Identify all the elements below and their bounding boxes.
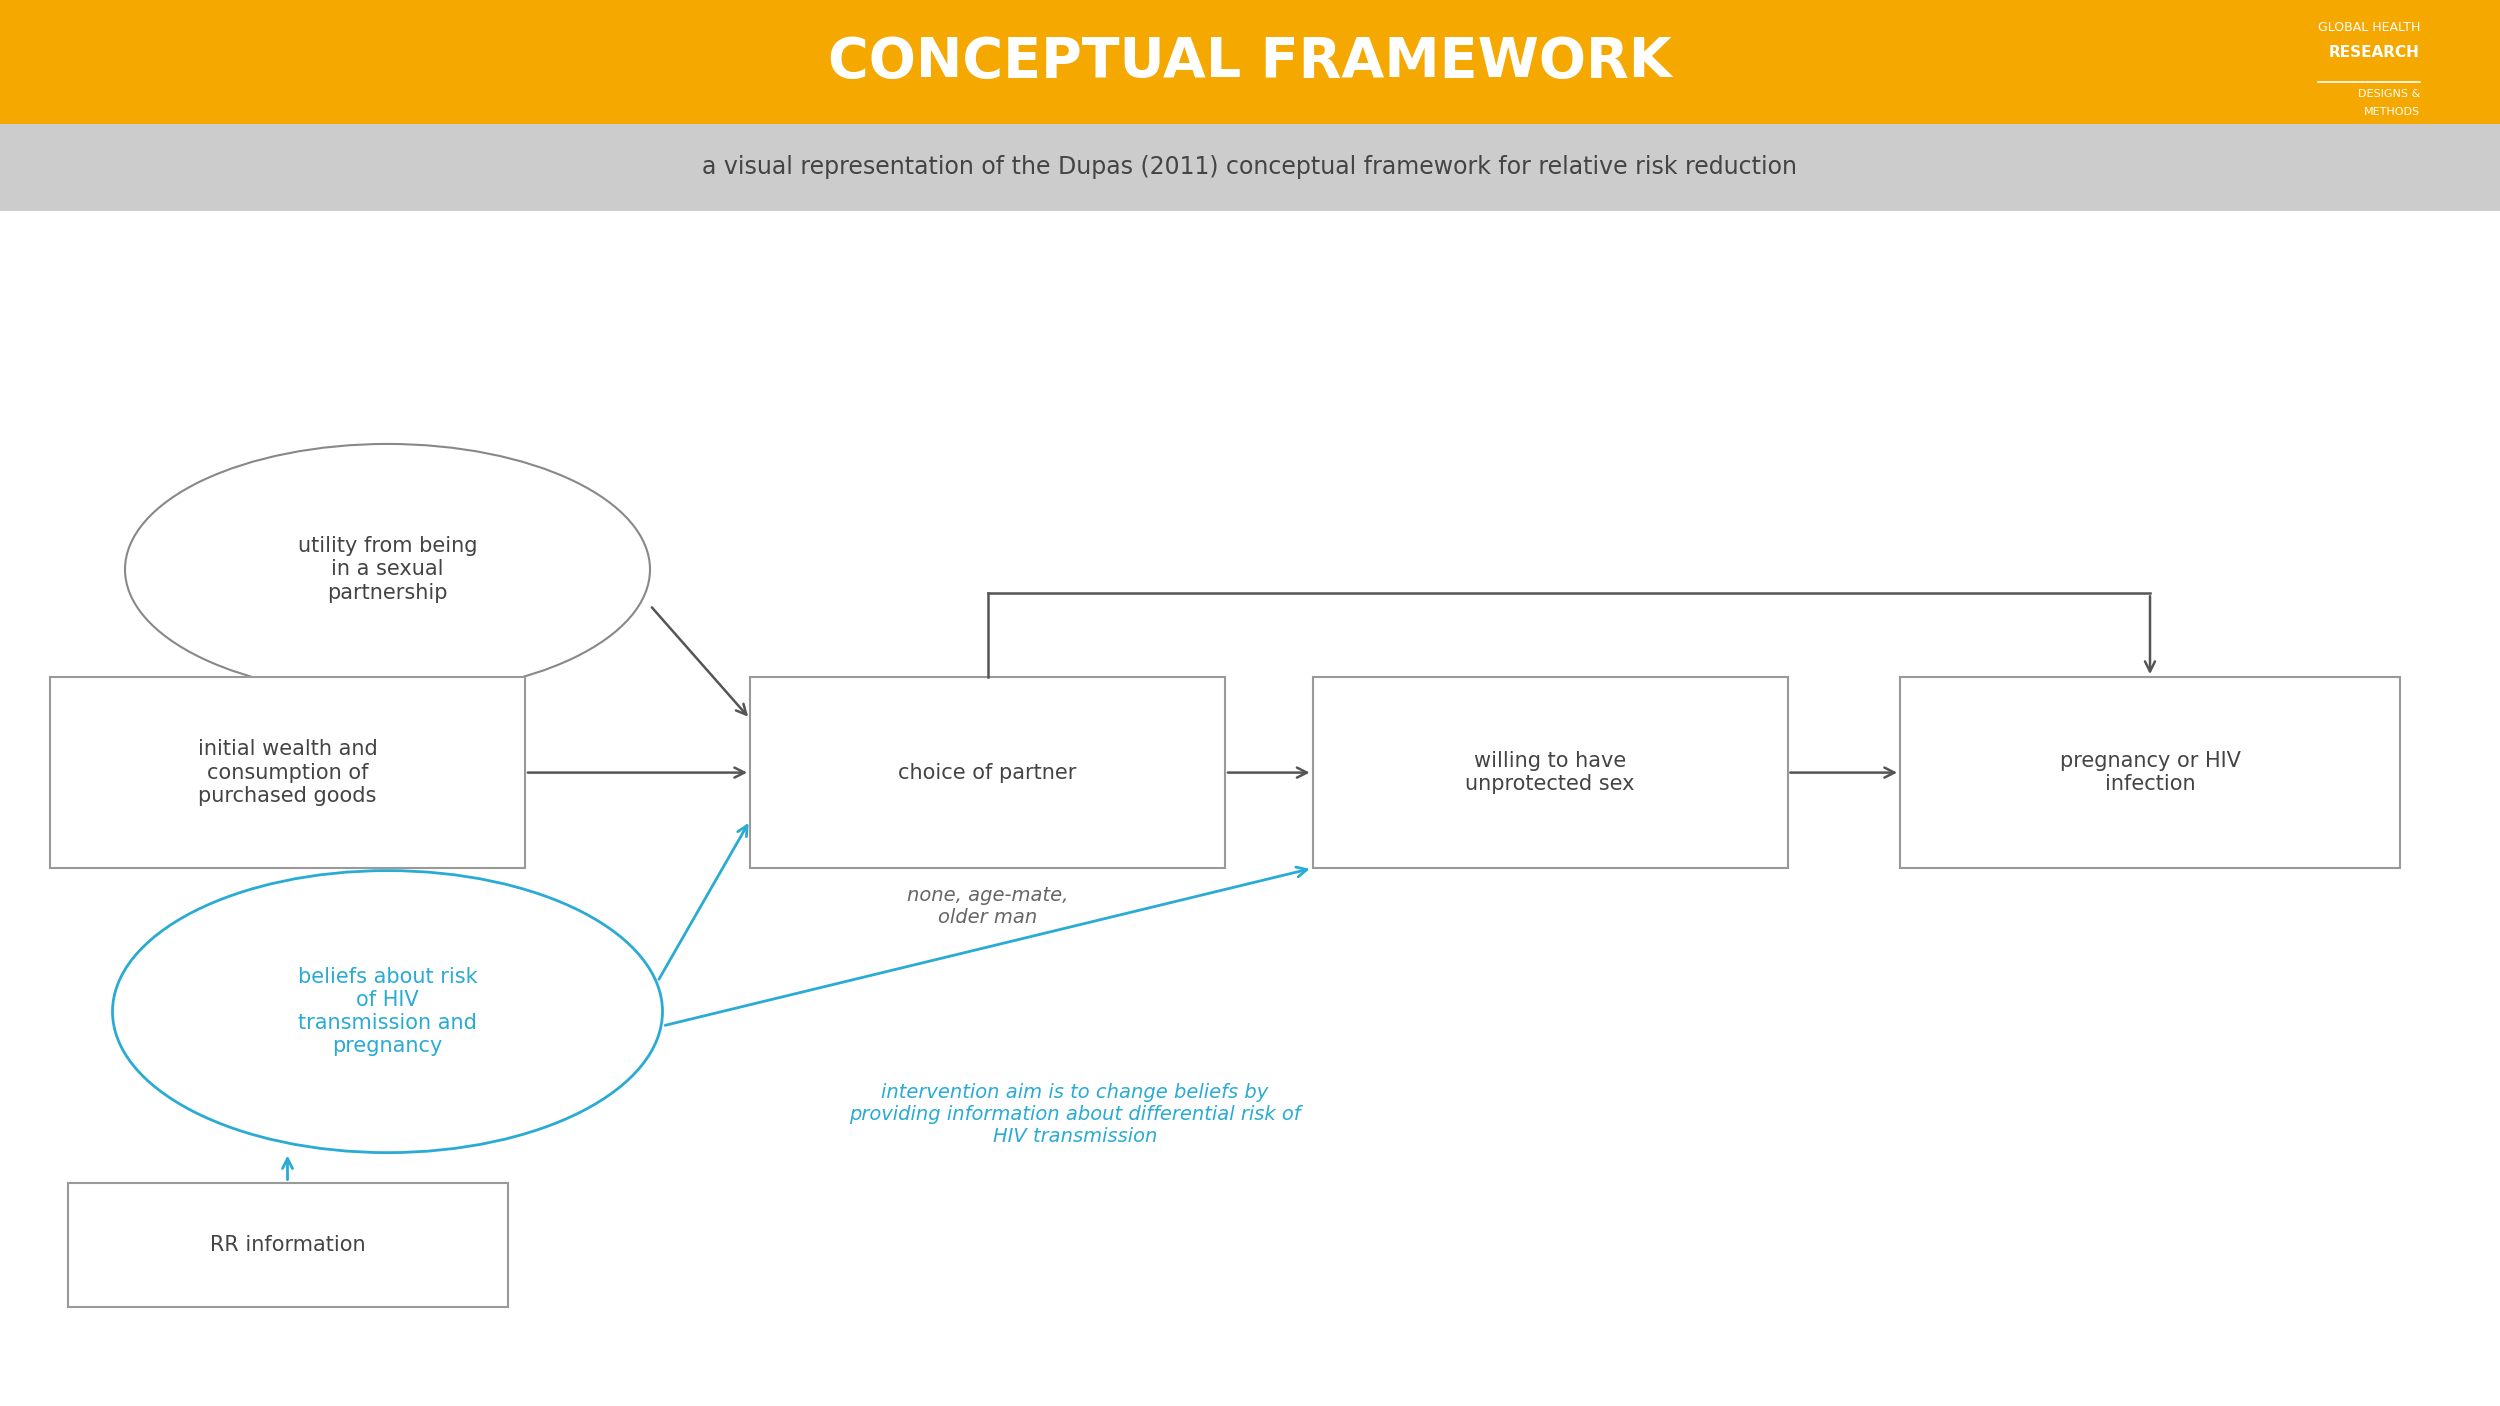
Text: intervention aim is to change beliefs by
providing information about differentia: intervention aim is to change beliefs by… xyxy=(850,1083,1300,1146)
Text: choice of partner: choice of partner xyxy=(898,762,1078,783)
FancyBboxPatch shape xyxy=(1900,676,2400,868)
Text: utility from being
in a sexual
partnership: utility from being in a sexual partnersh… xyxy=(298,536,478,603)
FancyBboxPatch shape xyxy=(1312,676,1788,868)
Ellipse shape xyxy=(112,870,663,1153)
FancyBboxPatch shape xyxy=(50,676,525,868)
Text: RR information: RR information xyxy=(210,1234,365,1254)
Text: METHODS: METHODS xyxy=(2365,107,2420,117)
Text: willing to have
unprotected sex: willing to have unprotected sex xyxy=(1465,751,1635,794)
Text: pregnancy or HIV
infection: pregnancy or HIV infection xyxy=(2060,751,2240,794)
Text: beliefs about risk
of HIV
transmission and
pregnancy: beliefs about risk of HIV transmission a… xyxy=(298,967,478,1056)
Text: CONCEPTUAL FRAMEWORK: CONCEPTUAL FRAMEWORK xyxy=(828,35,1672,89)
Text: none, age-mate,
older man: none, age-mate, older man xyxy=(908,886,1068,927)
Text: DESIGNS &: DESIGNS & xyxy=(2358,89,2420,98)
Text: a visual representation of the Dupas (2011) conceptual framework for relative ri: a visual representation of the Dupas (20… xyxy=(703,155,1798,180)
FancyBboxPatch shape xyxy=(68,1182,508,1306)
Ellipse shape xyxy=(125,444,650,695)
Text: GLOBAL HEALTH: GLOBAL HEALTH xyxy=(2318,21,2420,34)
FancyBboxPatch shape xyxy=(750,676,1225,868)
Text: initial wealth and
consumption of
purchased goods: initial wealth and consumption of purcha… xyxy=(198,740,378,806)
Text: RESEARCH: RESEARCH xyxy=(2330,45,2420,60)
